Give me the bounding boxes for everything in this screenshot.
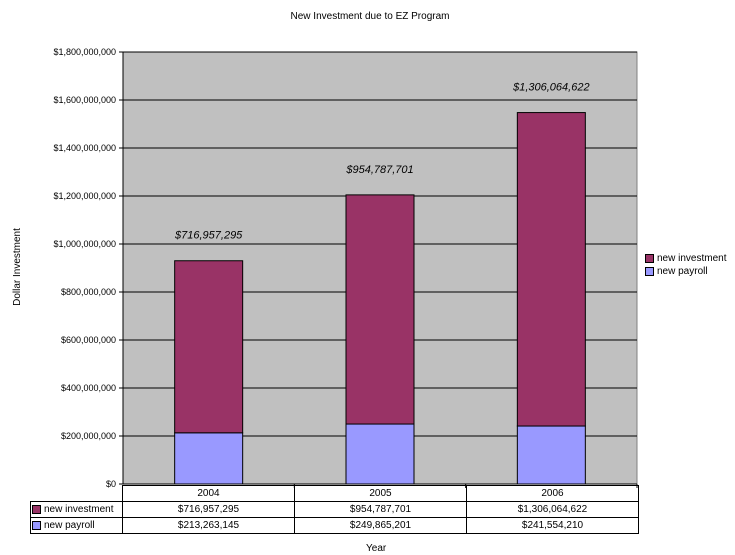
legend-swatch-new-payroll bbox=[645, 267, 654, 276]
x-axis-title: Year bbox=[366, 543, 387, 554]
legend-item-new-investment: new investment bbox=[645, 252, 726, 265]
data-table-row-new-investment: new investment $716,957,295 $954,787,701… bbox=[30, 501, 639, 518]
data-table-header-row: 2004 2005 2006 bbox=[30, 485, 639, 502]
plot-area: $0 $200,000,000 $400,000,000 $600,000,000 $8… bbox=[53, 47, 638, 489]
data-table-row-new-payroll: new payroll $213,263,145 $249,865,201 $2… bbox=[30, 517, 639, 534]
data-table-cell: $241,554,210 bbox=[466, 517, 639, 534]
y-tick-label: $0 bbox=[106, 479, 116, 489]
y-tick-label: $1,400,000,000 bbox=[53, 143, 116, 153]
data-table: 2004 2005 2006 new investment $716,957,2… bbox=[30, 485, 639, 534]
data-label-2004: $716,957,295 bbox=[174, 230, 243, 242]
y-tick-label: $1,200,000,000 bbox=[53, 191, 116, 201]
chart-title: New Investment due to EZ Program bbox=[291, 11, 450, 22]
bar-new-investment-2005 bbox=[345, 194, 415, 425]
bar-new-payroll-2004 bbox=[174, 432, 244, 485]
legend: new investment new payroll bbox=[645, 252, 726, 278]
bar-new-investment-2006 bbox=[516, 112, 586, 427]
data-table-cell: $716,957,295 bbox=[122, 501, 295, 518]
legend-label-new-payroll: new payroll bbox=[657, 266, 708, 277]
data-table-rowhead-new-investment: new investment bbox=[30, 501, 123, 518]
legend-item-new-payroll: new payroll bbox=[645, 265, 726, 278]
row-label-new-payroll: new payroll bbox=[44, 520, 95, 531]
row-swatch-new-payroll bbox=[32, 520, 41, 530]
data-table-corner bbox=[30, 485, 123, 502]
legend-swatch-new-investment bbox=[645, 254, 654, 263]
data-label-2006: $1,306,064,622 bbox=[512, 82, 589, 94]
y-tick-label: $400,000,000 bbox=[61, 383, 116, 393]
data-table-cell: $249,865,201 bbox=[294, 517, 467, 534]
bar-new-payroll-2006 bbox=[516, 425, 586, 485]
y-tick-label: $600,000,000 bbox=[61, 335, 116, 345]
y-tick-label: $200,000,000 bbox=[61, 431, 116, 441]
y-tick-label: $800,000,000 bbox=[61, 287, 116, 297]
data-table-year-2004: 2004 bbox=[122, 485, 295, 502]
data-table-cell: $213,263,145 bbox=[122, 517, 295, 534]
data-label-2005: $954,787,701 bbox=[345, 164, 413, 176]
bar-new-investment-2004 bbox=[174, 260, 244, 434]
y-tick-label: $1,800,000,000 bbox=[53, 47, 116, 57]
row-label-new-investment: new investment bbox=[44, 504, 114, 515]
data-table-year-2006: 2006 bbox=[466, 485, 639, 502]
data-table-cell: $954,787,701 bbox=[294, 501, 467, 518]
data-table-cell: $1,306,064,622 bbox=[466, 501, 639, 518]
y-axis-title: Dollar Investment bbox=[12, 228, 23, 306]
data-table-year-2005: 2005 bbox=[294, 485, 467, 502]
legend-label-new-investment: new investment bbox=[657, 253, 727, 264]
y-tick-label: $1,000,000,000 bbox=[53, 239, 116, 249]
bar-new-payroll-2005 bbox=[345, 423, 415, 485]
y-tick-label: $1,600,000,000 bbox=[53, 95, 116, 105]
row-swatch-new-investment bbox=[32, 504, 41, 514]
data-table-rowhead-new-payroll: new payroll bbox=[30, 517, 123, 534]
